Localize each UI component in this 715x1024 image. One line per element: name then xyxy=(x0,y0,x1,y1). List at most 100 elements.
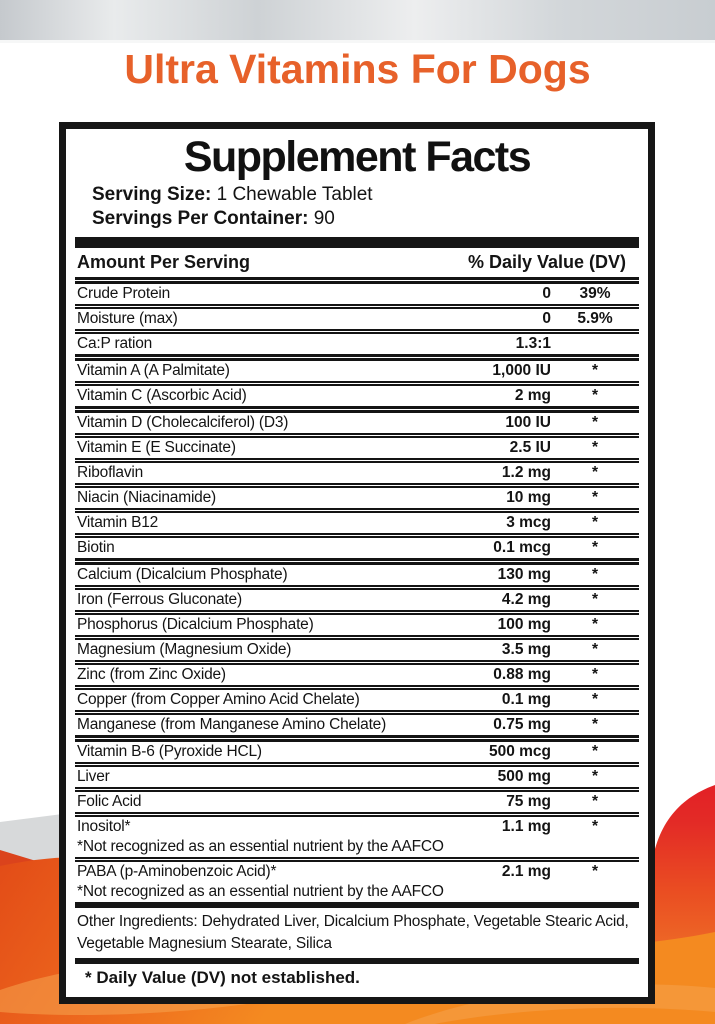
row-divider xyxy=(75,762,639,767)
nutrient-name: Biotin xyxy=(77,539,115,556)
nutrient-name: Vitamin E (E Succinate) xyxy=(77,439,236,456)
nutrient-name: Moisture (max) xyxy=(77,310,178,327)
nutrient-name: Inositol* xyxy=(77,818,131,835)
table-row: Biotin 0.1 mcg * xyxy=(75,538,639,558)
nutrient-note: *Not recognized as an essential nutrient… xyxy=(77,838,444,855)
nutrient-dv: * xyxy=(591,566,599,583)
nutrient-dv: * xyxy=(591,743,599,760)
divider-bar-footnote xyxy=(75,958,639,964)
row-divider xyxy=(75,735,639,742)
nutrient-dv: * xyxy=(591,387,599,404)
nutrient-amount: 2 mg xyxy=(514,387,551,404)
nutrient-amount: 4.2 mg xyxy=(501,591,551,608)
table-row: Zinc (from Zinc Oxide) 0.88 mg * xyxy=(75,665,639,685)
header-divider xyxy=(75,277,639,284)
table-row: PABA (p-Aminobenzoic Acid)* 2.1 mg * xyxy=(75,862,639,882)
nutrient-name: Copper (from Copper Amino Acid Chelate) xyxy=(77,691,360,708)
nutrient-dv: 39% xyxy=(579,285,611,302)
nutrient-name: Iron (Ferrous Gluconate) xyxy=(77,591,242,608)
table-header-row: Amount Per Serving % Daily Value (DV) xyxy=(75,248,639,277)
nutrient-dv: * xyxy=(591,863,599,880)
row-divider xyxy=(75,635,639,640)
nutrient-note: *Not recognized as an essential nutrient… xyxy=(77,883,444,900)
nutrient-amount: 3 mcg xyxy=(506,514,551,531)
nutrient-amount: 0.75 mg xyxy=(493,716,551,733)
row-divider xyxy=(75,660,639,665)
supplement-facts-panel: Supplement Facts Serving Size: 1 Chewabl… xyxy=(59,122,655,1004)
servings-per-container-line: Servings Per Container: 90 xyxy=(75,207,639,231)
nutrient-amount: 1.2 mg xyxy=(501,464,551,481)
servings-per-container-label: Servings Per Container: xyxy=(92,208,309,229)
table-row: Inositol* 1.1 mg * xyxy=(75,817,639,837)
table-row: Iron (Ferrous Gluconate) 4.2 mg * xyxy=(75,590,639,610)
nutrient-dv: * xyxy=(591,768,599,785)
table-row: Vitamin E (E Succinate) 2.5 IU * xyxy=(75,438,639,458)
nutrient-dv: * xyxy=(591,439,599,456)
nutrient-table: Crude Protein 0 39% Moisture (max) 0 5.9% Ca:P… xyxy=(75,284,639,902)
table-row: Ca:P ration 1.3:1 xyxy=(75,334,639,354)
nutrient-name: Crude Protein xyxy=(77,285,171,302)
row-divider xyxy=(75,381,639,386)
nutrient-amount: 1.3:1 xyxy=(515,335,551,352)
nutrient-name: PABA (p-Aminobenzoic Acid)* xyxy=(77,863,277,880)
table-row: Calcium (Dicalcium Phosphate) 130 mg * xyxy=(75,565,639,585)
nutrient-amount: 500 mcg xyxy=(488,743,551,760)
table-row: Liver 500 mg * xyxy=(75,767,639,787)
nutrient-name: Liver xyxy=(77,768,110,785)
nutrient-dv: * xyxy=(591,591,599,608)
row-divider xyxy=(75,585,639,590)
table-row: Crude Protein 0 39% xyxy=(75,284,639,304)
nutrient-amount: 100 IU xyxy=(505,414,551,431)
row-divider xyxy=(75,483,639,488)
nutrient-name: Manganese (from Manganese Amino Chelate) xyxy=(77,716,387,733)
nutrient-dv: * xyxy=(591,489,599,506)
row-divider xyxy=(75,812,639,817)
nutrient-amount: 0 xyxy=(542,310,551,327)
other-ingredients: Other Ingredients: Dehydrated Liver, Dic… xyxy=(77,913,629,952)
nutrient-name: Vitamin A (A Palmitate) xyxy=(77,362,230,379)
dv-footnote: * Daily Value (DV) not established. xyxy=(85,968,360,987)
row-divider xyxy=(75,433,639,438)
row-divider xyxy=(75,406,639,413)
top-silver-bar xyxy=(0,0,715,43)
nutrient-dv: * xyxy=(591,616,599,633)
nutrient-dv: * xyxy=(591,414,599,431)
nutrient-name: Vitamin B-6 (Pyroxide HCL) xyxy=(77,743,262,760)
nutrient-name: Vitamin D (Cholecalciferol) (D3) xyxy=(77,414,289,431)
nutrient-amount: 1.1 mg xyxy=(501,818,551,835)
row-divider xyxy=(75,710,639,715)
serving-size-label: Serving Size: xyxy=(92,184,212,205)
table-row: Niacin (Niacinamide) 10 mg * xyxy=(75,488,639,508)
nutrient-amount: 3.5 mg xyxy=(501,641,551,658)
nutrient-amount: 0 xyxy=(542,285,551,302)
serving-size-line: Serving Size: 1 Chewable Tablet xyxy=(75,183,639,207)
table-row: Phosphorus (Dicalcium Phosphate) 100 mg * xyxy=(75,615,639,635)
row-divider xyxy=(75,458,639,463)
row-divider xyxy=(75,508,639,513)
table-row: Copper (from Copper Amino Acid Chelate) 0… xyxy=(75,690,639,710)
table-row: Vitamin B12 3 mcg * xyxy=(75,513,639,533)
row-divider xyxy=(75,533,639,538)
table-row: Folic Acid 75 mg * xyxy=(75,792,639,812)
divider-bar-top xyxy=(75,237,639,248)
table-row: Riboflavin 1.2 mg * xyxy=(75,463,639,483)
nutrient-amount: 0.1 mg xyxy=(501,691,551,708)
row-divider xyxy=(75,558,639,565)
nutrient-dv: * xyxy=(591,691,599,708)
nutrient-amount: 130 mg xyxy=(497,566,551,583)
nutrient-amount: 1,000 IU xyxy=(492,362,551,379)
nutrient-amount: 10 mg xyxy=(506,489,551,506)
servings-per-container-value: 90 xyxy=(313,208,335,229)
nutrient-dv: * xyxy=(591,539,599,556)
nutrient-name: Niacin (Niacinamide) xyxy=(77,489,216,506)
nutrient-dv: * xyxy=(591,514,599,531)
row-divider xyxy=(75,857,639,862)
table-row: Vitamin A (A Palmitate) 1,000 IU * xyxy=(75,361,639,381)
nutrient-dv: * xyxy=(591,641,599,658)
nutrient-dv: 5.9% xyxy=(577,310,613,327)
serving-size-value: 1 Chewable Tablet xyxy=(216,184,373,205)
nutrient-dv: * xyxy=(591,716,599,733)
nutrient-dv: * xyxy=(591,793,599,810)
nutrient-name: Ca:P ration xyxy=(77,335,153,352)
table-row: Vitamin D (Cholecalciferol) (D3) 100 IU * xyxy=(75,413,639,433)
